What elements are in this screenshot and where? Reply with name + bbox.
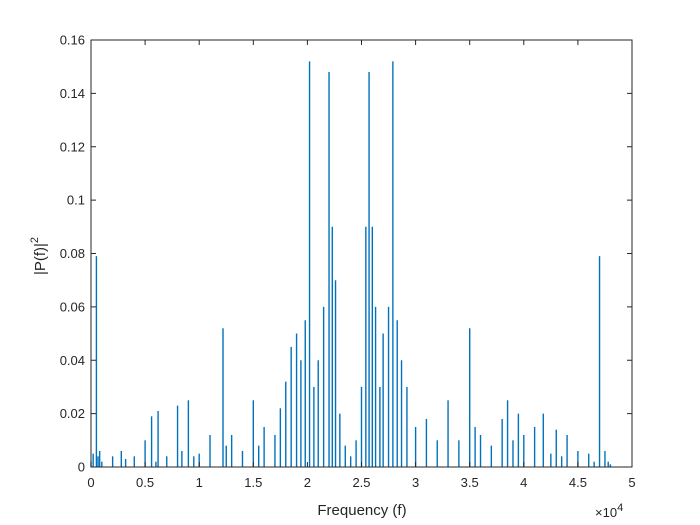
x-tick-label: 0: [87, 475, 94, 490]
y-tick-label: 0.04: [60, 353, 85, 368]
x-tick-label: 3.5: [461, 475, 479, 490]
y-tick-label: 0.12: [60, 139, 85, 154]
y-tick-label: 0.02: [60, 406, 85, 421]
x-tick-label: 3: [412, 475, 419, 490]
y-tick-label: 0.06: [60, 299, 85, 314]
x-exponent-base: ×10: [595, 505, 617, 520]
x-exponent-power: 4: [617, 502, 623, 514]
x-tick-label: 2.5: [352, 475, 370, 490]
y-tick-label: 0.08: [60, 246, 85, 261]
x-tick-label: 4: [520, 475, 527, 490]
x-tick-label: 2: [304, 475, 311, 490]
x-tick-label: 4.5: [569, 475, 587, 490]
y-tick-label: 0.16: [60, 33, 85, 48]
plot-area: [90, 61, 612, 467]
svg-text:|P(f)|2: |P(f)|2: [29, 237, 49, 275]
y-axis: 0 0.02 0.04 0.06 0.08 0.1 0.12 0.14 0.16: [60, 33, 632, 475]
x-axis-exponent: ×104: [595, 502, 623, 520]
svg-text:×104: ×104: [595, 502, 623, 520]
y-axis-label: |P(f)|2: [29, 237, 49, 275]
x-axis-label: Frequency (f): [317, 502, 406, 519]
y-tick-label: 0.1: [67, 193, 85, 208]
y-tick-label: 0: [78, 460, 85, 475]
y-axis-label-base: |P(f)|: [32, 243, 49, 275]
x-tick-label: 5: [628, 475, 635, 490]
x-tick-label: 0.5: [136, 475, 154, 490]
x-tick-label: 1.5: [244, 475, 262, 490]
y-tick-label: 0.14: [60, 86, 85, 101]
x-axis: 0 0.5 1 1.5 2 2.5 3 3.5 4 4.5 5: [87, 40, 636, 490]
y-axis-label-superscript: 2: [29, 237, 41, 243]
x-tick-label: 1: [196, 475, 203, 490]
